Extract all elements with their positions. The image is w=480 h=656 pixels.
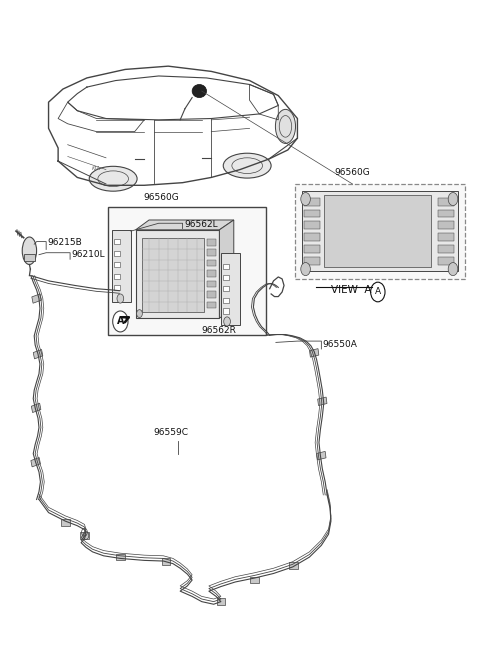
Text: 96559C: 96559C xyxy=(153,428,188,438)
Bar xyxy=(223,308,229,314)
Bar xyxy=(207,291,216,298)
Bar xyxy=(216,598,225,605)
Bar xyxy=(207,270,216,277)
Polygon shape xyxy=(136,220,234,230)
Bar xyxy=(223,286,229,291)
Bar xyxy=(207,302,216,308)
Text: A: A xyxy=(117,316,124,327)
Circle shape xyxy=(137,310,143,318)
Bar xyxy=(108,207,266,335)
Bar xyxy=(438,233,455,241)
Bar xyxy=(61,519,70,525)
Bar xyxy=(438,256,455,264)
Circle shape xyxy=(448,192,458,205)
Bar xyxy=(207,281,216,287)
Bar xyxy=(304,197,321,205)
Bar xyxy=(32,294,41,303)
Circle shape xyxy=(113,311,128,332)
Bar xyxy=(142,238,204,312)
Bar xyxy=(207,260,216,266)
Bar xyxy=(112,230,131,302)
Bar xyxy=(304,209,321,217)
Bar xyxy=(438,209,455,217)
Bar xyxy=(304,233,321,241)
Bar xyxy=(438,197,455,205)
Text: 96560G: 96560G xyxy=(335,169,371,177)
Circle shape xyxy=(224,317,230,326)
Bar xyxy=(310,348,319,357)
Bar xyxy=(250,577,259,583)
Bar xyxy=(114,251,120,256)
Bar xyxy=(438,245,455,253)
Bar xyxy=(33,350,43,359)
Bar xyxy=(221,253,240,325)
Text: 96562R: 96562R xyxy=(201,326,236,335)
Text: VIEW  A: VIEW A xyxy=(331,285,372,295)
Text: 96210L: 96210L xyxy=(72,250,105,259)
Circle shape xyxy=(448,262,458,276)
Bar xyxy=(304,245,321,253)
Bar xyxy=(302,190,458,271)
Circle shape xyxy=(301,262,311,276)
Bar xyxy=(114,262,120,267)
Text: 96560G: 96560G xyxy=(143,194,179,202)
Bar xyxy=(304,256,321,264)
Bar xyxy=(116,554,125,560)
Bar xyxy=(31,403,41,413)
Bar xyxy=(24,254,35,260)
Bar xyxy=(207,249,216,256)
Bar xyxy=(114,274,120,279)
Bar xyxy=(114,285,120,290)
Bar xyxy=(223,264,229,269)
Ellipse shape xyxy=(192,85,206,98)
Ellipse shape xyxy=(276,110,296,144)
Bar xyxy=(161,558,170,565)
Ellipse shape xyxy=(89,167,137,191)
Circle shape xyxy=(301,192,311,205)
Bar xyxy=(207,239,216,245)
Polygon shape xyxy=(219,220,234,318)
Text: A: A xyxy=(375,287,381,297)
Bar xyxy=(289,562,298,569)
Circle shape xyxy=(117,294,124,303)
Bar xyxy=(31,457,40,467)
Bar xyxy=(304,221,321,229)
Ellipse shape xyxy=(223,154,271,178)
Bar xyxy=(223,275,229,280)
Bar xyxy=(136,230,219,318)
Text: KIA: KIA xyxy=(92,165,101,171)
Ellipse shape xyxy=(22,237,36,264)
Bar xyxy=(317,451,326,460)
Text: 96550A: 96550A xyxy=(323,340,358,349)
Bar xyxy=(318,397,327,405)
Bar xyxy=(324,195,432,267)
Bar xyxy=(438,221,455,229)
Bar xyxy=(114,239,120,244)
Text: 96562L: 96562L xyxy=(184,220,217,229)
Bar xyxy=(80,532,89,539)
Text: 96215B: 96215B xyxy=(48,238,83,247)
Bar xyxy=(223,298,229,303)
Bar xyxy=(295,184,465,279)
